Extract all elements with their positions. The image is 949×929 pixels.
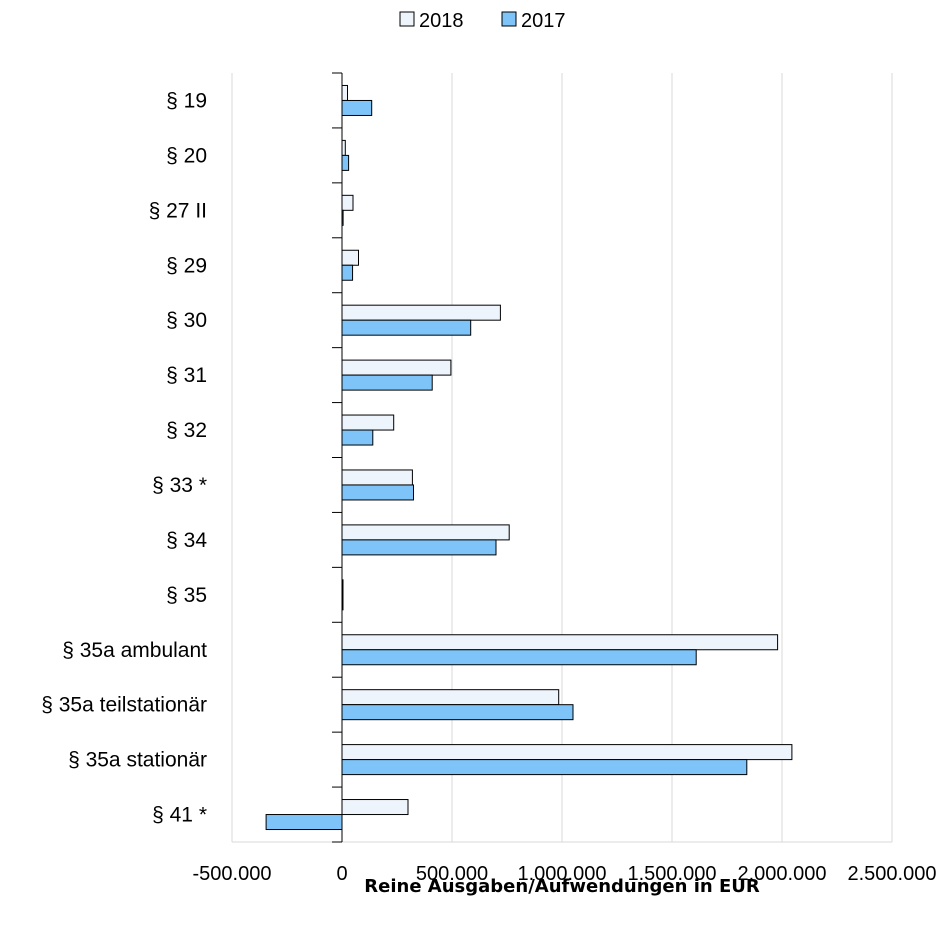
bar-2018 <box>341 304 501 321</box>
bar-2018 <box>341 799 409 816</box>
x-tick-label: -500.000 <box>193 863 272 885</box>
legend-label: 2017 <box>521 10 566 32</box>
bar-2018 <box>341 359 452 376</box>
bar-2017 <box>341 759 748 776</box>
category-label: § 33 * <box>152 474 207 497</box>
bar-2018 <box>341 194 354 211</box>
bar-2017 <box>341 539 497 556</box>
category-label: § 29 <box>166 254 207 277</box>
bar-2018 <box>341 634 779 651</box>
bar-2017 <box>341 319 472 336</box>
x-tick-label: 1.000.000 <box>518 863 607 885</box>
category-label: § 35a teilstationär <box>41 694 207 717</box>
category-label: § 41 * <box>152 804 207 827</box>
category-label: § 32 <box>166 419 207 442</box>
bar-2018 <box>341 469 413 486</box>
x-tick-label: 1.500.000 <box>628 863 717 885</box>
labels: -500.000 0 500.000 1.000.000 1.500.000 2.000.… <box>41 89 936 885</box>
bar-2017 <box>341 374 433 391</box>
bar-2017 <box>341 649 697 666</box>
bar-2018 <box>341 249 359 266</box>
bar-2017 <box>341 154 350 171</box>
axes <box>232 72 892 843</box>
category-label: § 31 <box>166 364 207 387</box>
bar-2018 <box>341 414 395 431</box>
category-label: § 35 <box>166 584 207 607</box>
x-tick-label: 0 <box>336 863 347 885</box>
bar-2017 <box>341 264 354 281</box>
bar-2017 <box>341 99 373 116</box>
legend: 2018 2017 <box>399 10 566 32</box>
bar-2018 <box>341 689 560 706</box>
category-label: § 19 <box>166 89 207 112</box>
category-label: § 30 <box>166 309 207 332</box>
category-label: § 20 <box>166 144 207 167</box>
bar-2017 <box>341 484 414 501</box>
bar-2017 <box>341 704 574 721</box>
category-label: § 34 <box>166 529 207 552</box>
category-label: § 35a stationär <box>68 749 207 772</box>
category-label: § 27 II <box>149 199 207 222</box>
legend-swatch-2018 <box>399 11 415 27</box>
x-tick-label: 500.000 <box>416 863 488 885</box>
x-axis-title: Reine Ausgaben/Aufwendungen in EUR <box>364 876 760 897</box>
bars <box>265 84 793 831</box>
bar-2018 <box>341 744 793 761</box>
bar-2018 <box>341 524 510 541</box>
legend-label: 2018 <box>419 10 464 32</box>
x-tick-label: 2.500.000 <box>848 863 937 885</box>
bar-2017 <box>265 814 343 831</box>
bar-2017 <box>341 429 374 446</box>
x-tick-label: 2.000.000 <box>738 863 827 885</box>
bar-2018 <box>341 84 348 101</box>
legend-swatch-2017 <box>501 11 517 27</box>
category-label: § 35a ambulant <box>62 639 207 662</box>
grid-lines <box>231 73 893 842</box>
